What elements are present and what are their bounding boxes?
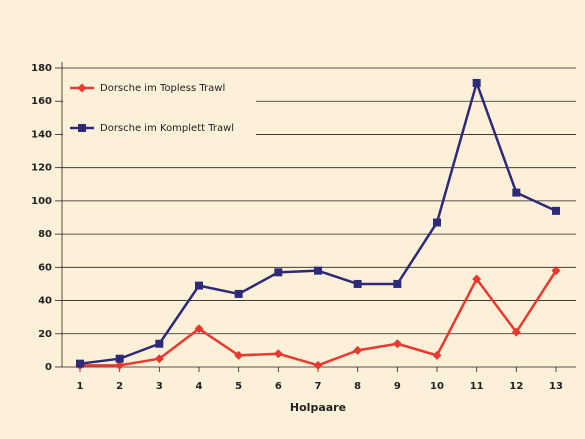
marker bbox=[76, 359, 84, 368]
marker bbox=[472, 274, 482, 284]
x-tick-label: 3 bbox=[156, 381, 163, 392]
marker bbox=[353, 279, 362, 288]
y-tick-label: 180 bbox=[31, 63, 52, 74]
x-tick-label: 7 bbox=[315, 381, 322, 392]
marker bbox=[472, 78, 481, 87]
x-tick-label: 11 bbox=[470, 381, 484, 392]
marker bbox=[313, 360, 323, 370]
marker bbox=[194, 324, 204, 334]
marker bbox=[274, 268, 283, 277]
marker bbox=[273, 349, 283, 359]
marker bbox=[392, 339, 402, 349]
marker bbox=[78, 124, 86, 132]
marker bbox=[393, 279, 402, 288]
marker bbox=[155, 339, 164, 348]
marker bbox=[551, 266, 561, 276]
x-tick-label: 2 bbox=[116, 381, 123, 392]
x-axis-title: Holpaare bbox=[290, 401, 346, 414]
marker bbox=[154, 354, 164, 364]
legend-background bbox=[63, 76, 256, 146]
y-tick-label: 120 bbox=[31, 163, 52, 174]
marker bbox=[77, 83, 87, 93]
y-tick-label: 160 bbox=[31, 96, 52, 107]
legend-label: Dorsche im Komplett Trawl bbox=[100, 123, 234, 134]
marker bbox=[195, 281, 203, 290]
marker bbox=[234, 350, 244, 360]
x-tick-label: 5 bbox=[235, 381, 242, 392]
y-tick-label: 80 bbox=[38, 229, 52, 240]
marker bbox=[353, 345, 363, 355]
marker bbox=[115, 354, 124, 363]
x-tick-label: 4 bbox=[196, 381, 203, 392]
x-tick-label: 10 bbox=[430, 381, 444, 392]
marker bbox=[552, 206, 560, 215]
marker bbox=[234, 289, 243, 298]
x-tick-label: 6 bbox=[275, 381, 282, 392]
y-tick-label: 40 bbox=[38, 296, 52, 307]
legend-label: Dorsche im Topless Trawl bbox=[100, 83, 225, 94]
marker bbox=[511, 327, 521, 337]
x-tick-label: 13 bbox=[549, 381, 563, 392]
y-tick-label: 140 bbox=[31, 129, 52, 140]
x-tick-label: 12 bbox=[509, 381, 523, 392]
marker bbox=[115, 360, 125, 370]
y-tick-label: 0 bbox=[45, 362, 52, 373]
y-tick-label: 60 bbox=[38, 262, 52, 273]
x-tick-label: 1 bbox=[77, 381, 84, 392]
y-tick-label: 100 bbox=[31, 196, 52, 207]
y-tick-label: 20 bbox=[38, 329, 52, 340]
x-tick-label: 9 bbox=[394, 381, 401, 392]
marker bbox=[512, 188, 521, 197]
marker bbox=[432, 350, 442, 360]
x-tick-label: 8 bbox=[354, 381, 361, 392]
marker bbox=[314, 266, 322, 275]
marker bbox=[433, 218, 441, 227]
